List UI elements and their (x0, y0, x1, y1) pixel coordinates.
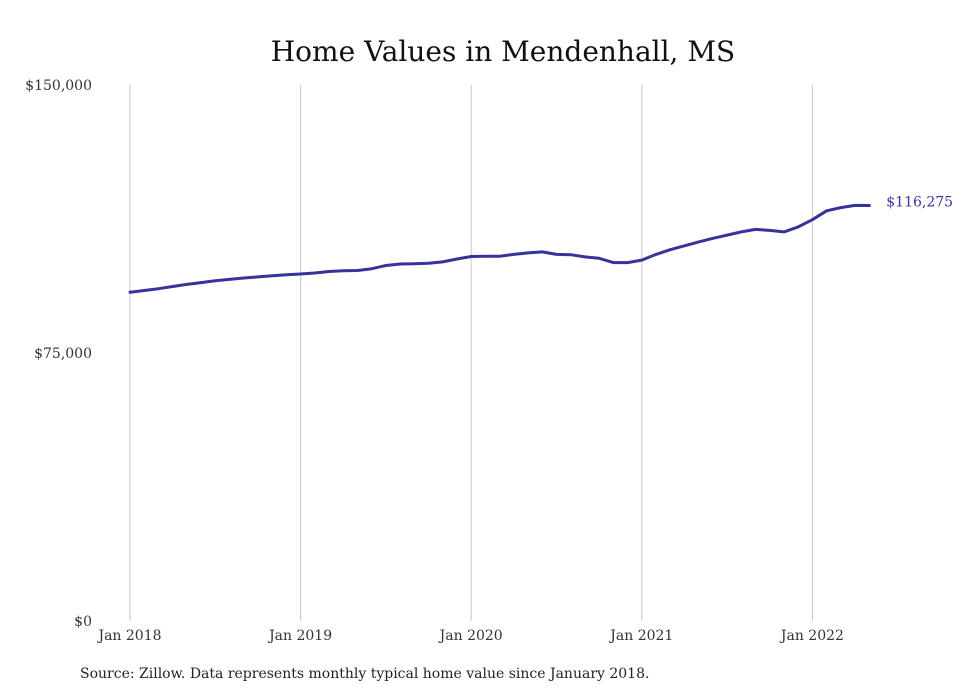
x-tick-label: Jan 2022 (779, 628, 844, 644)
x-axis-labels: Jan 2018 Jan 2019 Jan 2020 Jan 2021 Jan 2022 (96, 628, 843, 644)
x-tick-label: Jan 2020 (438, 628, 503, 644)
source-note: Source: Zillow. Data represents monthly … (80, 666, 650, 682)
y-tick-label: $150,000 (25, 78, 92, 94)
y-tick-label: $0 (74, 614, 92, 630)
x-tick-label: Jan 2019 (267, 628, 332, 644)
x-tick-label: Jan 2021 (608, 628, 673, 644)
gridlines (129, 85, 813, 621)
x-tick-label: Jan 2018 (96, 628, 161, 644)
series-group (128, 203, 871, 294)
y-axis-labels: $150,000 $75,000 $0 (25, 78, 92, 630)
chart-title: Home Values in Mendenhall, MS (271, 35, 735, 68)
end-value-label: $116,275 (886, 195, 953, 211)
series-line (128, 203, 871, 294)
y-tick-label: $75,000 (34, 346, 92, 362)
